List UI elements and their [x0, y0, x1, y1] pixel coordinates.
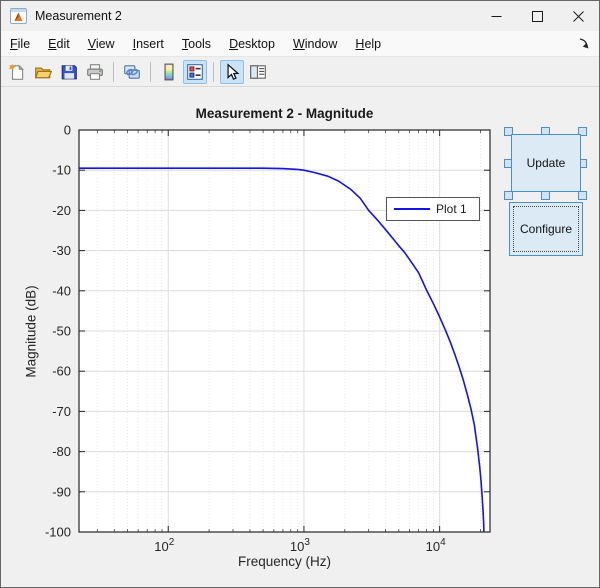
plot-axes[interactable]: 102 103 104 0 -10 -20 -30 -40 -50 -60 -70 -80 -90 -10… — [1, 87, 600, 588]
new-figure-button[interactable] — [5, 60, 29, 84]
property-editor-button[interactable] — [246, 60, 270, 84]
edit-plot-button[interactable] — [220, 59, 244, 84]
print-figure-button[interactable] — [83, 60, 107, 84]
matlab-logo-icon — [10, 8, 27, 24]
configure-button[interactable]: Configure — [509, 202, 583, 256]
minimize-button[interactable] — [476, 1, 517, 31]
svg-text:-100: -100 — [45, 525, 71, 540]
dock-figure-icon[interactable] — [577, 37, 591, 51]
svg-text:0: 0 — [64, 123, 71, 138]
svg-text:-60: -60 — [52, 364, 71, 379]
toolbar-separator — [150, 61, 151, 82]
insert-colorbar-button[interactable] — [157, 60, 181, 84]
open-file-icon — [34, 67, 52, 78]
menu-edit[interactable]: Edit — [48, 36, 70, 51]
figure-toolbar — [1, 57, 599, 87]
figure-canvas: 102 103 104 0 -10 -20 -30 -40 -50 -60 -70 -80 -90 -10… — [1, 87, 600, 588]
toolbar-separator — [213, 61, 214, 82]
plot-title: Measurement 2 - Magnitude — [195, 106, 374, 121]
link-plot-icon — [124, 64, 140, 79]
svg-text:-90: -90 — [52, 484, 71, 499]
menu-window[interactable]: Window — [292, 36, 338, 51]
menu-insert[interactable]: Insert — [132, 36, 164, 51]
new-figure-icon — [8, 63, 24, 80]
maximize-button[interactable] — [517, 1, 558, 31]
menu-bar: File Edit View Insert Tools Desktop Wind… — [1, 31, 599, 57]
legend-entry: Plot 1 — [436, 202, 467, 216]
svg-text:103: 103 — [290, 537, 310, 554]
menu-view[interactable]: View — [87, 36, 115, 51]
open-file-button[interactable] — [31, 60, 55, 84]
svg-text:-50: -50 — [52, 324, 71, 339]
selection-handle[interactable] — [578, 191, 587, 200]
menu-desktop[interactable]: Desktop — [229, 36, 275, 51]
minimize-icon — [491, 15, 502, 17]
close-button[interactable] — [558, 1, 599, 31]
svg-text:102: 102 — [154, 537, 174, 554]
svg-text:-80: -80 — [52, 444, 71, 459]
insert-legend-button[interactable] — [183, 59, 207, 84]
update-button-selection: Update — [504, 127, 588, 200]
selection-handle[interactable] — [541, 191, 550, 200]
menu-help[interactable]: Help — [355, 36, 382, 51]
toolbar-separator — [113, 61, 114, 82]
save-figure-button[interactable] — [57, 60, 81, 84]
title-bar[interactable]: Measurement 2 — [1, 1, 599, 31]
save-figure-icon — [61, 64, 77, 79]
svg-text:-10: -10 — [52, 163, 71, 178]
insert-colorbar-icon — [164, 63, 174, 80]
menu-file[interactable]: File — [10, 36, 31, 51]
selection-handle[interactable] — [504, 127, 513, 136]
legend[interactable]: Plot 1 — [386, 197, 480, 221]
window-title: Measurement 2 — [35, 9, 122, 23]
link-plot-button[interactable] — [120, 60, 144, 84]
svg-text:-40: -40 — [52, 283, 71, 298]
menu-tools[interactable]: Tools — [181, 36, 212, 51]
close-icon — [573, 10, 584, 22]
x-axis-label: Frequency (Hz) — [237, 554, 332, 569]
maximize-icon — [532, 10, 543, 22]
update-button[interactable]: Update — [511, 134, 581, 192]
svg-text:-20: -20 — [52, 203, 71, 218]
selection-handle[interactable] — [578, 127, 587, 136]
svg-text:-30: -30 — [52, 243, 71, 258]
property-editor-icon — [250, 64, 266, 79]
selection-handle[interactable] — [504, 191, 513, 200]
y-axis-label: Magnitude (dB) — [23, 285, 39, 378]
print-icon — [87, 63, 103, 80]
insert-legend-icon — [187, 63, 203, 80]
edit-plot-arrow-icon — [227, 62, 240, 80]
svg-text:104: 104 — [426, 537, 446, 554]
legend-line-sample — [394, 208, 430, 210]
svg-text:-70: -70 — [52, 404, 71, 419]
